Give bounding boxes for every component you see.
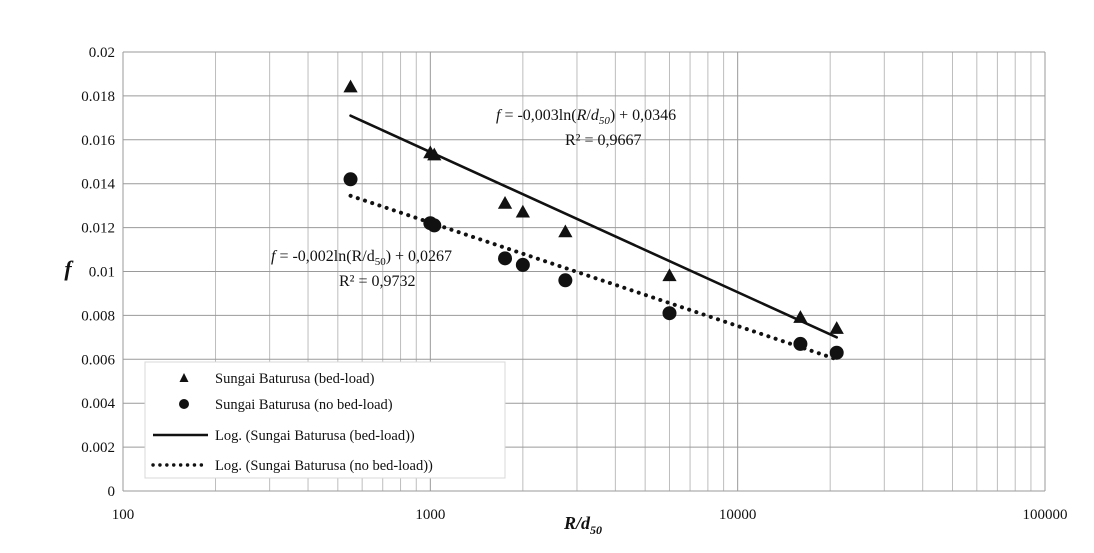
eq1-var-r: R — [576, 107, 587, 124]
x-tick-label: 10000 — [719, 507, 757, 523]
eq2-mid: = -0,002ln( — [275, 248, 351, 265]
point-bed-load — [427, 147, 442, 161]
point-bed-load — [497, 195, 513, 209]
y-tick-label: 0.002 — [81, 440, 115, 456]
point-bed-load — [515, 204, 530, 218]
x-tick-label: 1000 — [415, 507, 445, 523]
x-axis-title-sub: 50 — [590, 523, 602, 537]
y-tick-label: 0 — [108, 484, 116, 500]
point-no-bed-load — [829, 345, 844, 360]
point-bed-load — [558, 224, 573, 238]
point-no-bed-load — [793, 336, 808, 351]
eq1-var-d: d — [591, 107, 600, 124]
eq2-var-sep: / — [362, 248, 367, 265]
point-no-bed-load — [662, 306, 677, 321]
eq1-mid: = -0,003ln( — [500, 107, 576, 124]
x-axis-title: R/d50 — [563, 513, 602, 537]
legend-label-trend-bed-load: Log. (Sungai Baturusa (bed-load)) — [215, 428, 415, 444]
point-no-bed-load — [498, 251, 513, 266]
eq2-var-d: d — [367, 248, 375, 265]
eq1-rhs: ) + 0,0346 — [610, 107, 676, 124]
y-tick-label: 0.006 — [81, 352, 115, 368]
eq1-sub: 50 — [599, 115, 611, 127]
y-tick-label: 0.008 — [81, 308, 115, 324]
x-axis-title-main: R/d — [563, 513, 591, 533]
equation-no-bed-load: f = -0,002ln(R/d50) + 0,0267 — [271, 248, 452, 268]
y-tick-label: 0.014 — [81, 177, 115, 193]
y-tick-label: 0.01 — [89, 265, 115, 281]
legend: Sungai Baturusa (bed-load) Sungai Baturu… — [144, 361, 506, 479]
point-bed-load — [829, 321, 844, 334]
r2-no-bed-load: R² = 0,9732 — [339, 273, 416, 290]
y-tick-label: 0.004 — [81, 396, 115, 412]
eq2-lhs: f — [271, 248, 278, 265]
y-tick-label: 0.018 — [81, 89, 115, 105]
eq1-lhs: f — [496, 107, 503, 124]
axes: 0 0.002 0.004 0.006 0.008 0.01 0.012 0.014 0.016… — [81, 45, 1067, 523]
markers — [343, 79, 844, 360]
legend-label-no-bed-load: Sungai Baturusa (no bed-load) — [215, 397, 393, 413]
point-bed-load — [793, 310, 808, 323]
legend-label-bed-load: Sungai Baturusa (bed-load) — [215, 371, 375, 387]
grid — [122, 51, 1046, 492]
point-no-bed-load — [515, 257, 530, 272]
equation-bed-load: f = -0,003ln(R/d50) + 0,0346 — [496, 107, 676, 127]
x-tick-label: 100000 — [1023, 507, 1068, 523]
y-axis-title: f — [64, 256, 74, 281]
x-tick-label: 100 — [112, 507, 135, 523]
point-bed-load — [343, 79, 358, 93]
eq2-sub: 50 — [375, 256, 387, 268]
point-no-bed-load — [427, 218, 442, 233]
legend-box — [144, 361, 506, 479]
eq2-rhs: ) + 0,0267 — [386, 248, 452, 265]
point-no-bed-load — [343, 172, 358, 187]
point-bed-load — [662, 268, 677, 282]
legend-label-trend-no-bed-load: Log. (Sungai Baturusa (no bed-load)) — [215, 458, 433, 474]
y-tick-label: 0.012 — [81, 221, 115, 237]
legend-circle-marker — [179, 399, 189, 409]
legend-triangle-marker — [179, 373, 189, 382]
eq2-var-r: R — [352, 248, 363, 265]
eq1-var-sep: / — [586, 107, 591, 124]
y-tick-label: 0.02 — [89, 45, 115, 61]
r2-bed-load: R² = 0,9667 — [565, 132, 642, 149]
y-tick-label: 0.016 — [81, 133, 115, 149]
point-no-bed-load — [558, 273, 573, 288]
